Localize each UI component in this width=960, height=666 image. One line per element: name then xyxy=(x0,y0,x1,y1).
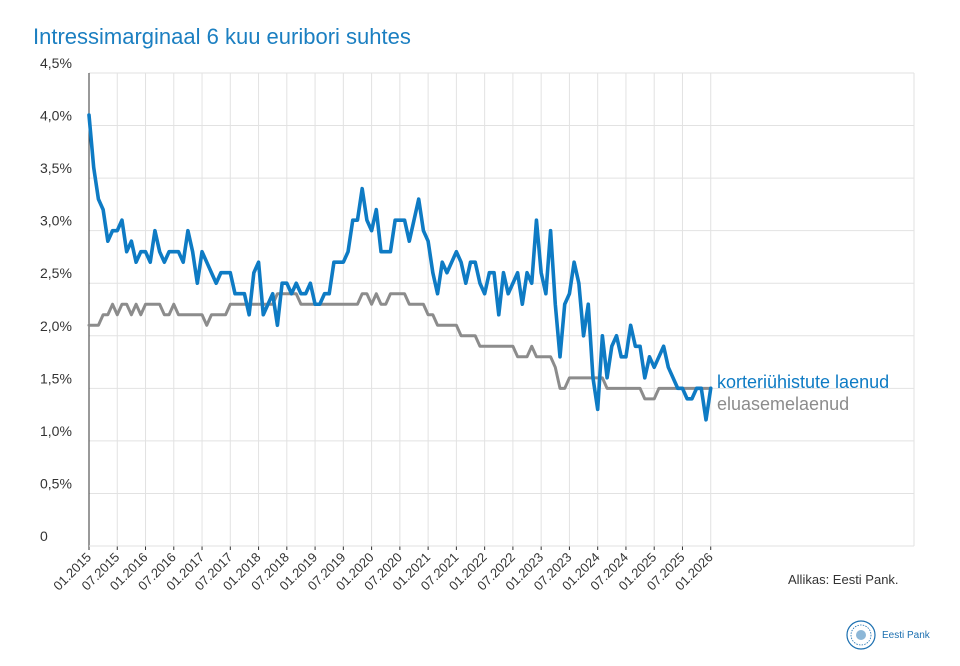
source-note: Allikas: Eesti Pank. xyxy=(788,572,899,587)
logo-text: Eesti Pank xyxy=(882,629,930,641)
gridlines xyxy=(88,72,915,547)
y-tick-label: 3,5% xyxy=(40,160,72,176)
y-tick-label: 2,0% xyxy=(40,318,72,334)
y-tick-label: 1,5% xyxy=(40,370,72,386)
series-line-eluasemelaenud xyxy=(87,292,713,401)
y-tick-label: 1,0% xyxy=(40,423,72,439)
eesti-pank-logo: Eesti Pank xyxy=(846,620,930,650)
y-axis-ticks: 0 0,5% 1,0% 1,5% 2,0% 2,5% 3,0% 3,5% 4,0% 4,5% xyxy=(40,55,72,544)
legend-label-korteriuhistute: korteriühistute laenud xyxy=(717,372,889,392)
chart-title: Intressimarginaal 6 kuu euribori suhtes xyxy=(33,24,411,49)
y-tick-label: 4,5% xyxy=(40,55,72,71)
series-line-korteriuhistute xyxy=(87,113,713,422)
y-tick-label: 2,5% xyxy=(40,265,72,281)
y-tick-label: 0,5% xyxy=(40,475,72,491)
x-axis-ticks: 01.201507.201501.201607.201601.201707.20… xyxy=(50,545,914,593)
series-group xyxy=(87,113,713,422)
bank-seal-icon xyxy=(846,620,876,650)
legend-label-eluasemelaenud: eluasemelaenud xyxy=(717,394,849,414)
y-tick-label: 4,0% xyxy=(40,108,72,124)
y-tick-label: 0 xyxy=(40,528,48,544)
y-tick-label: 3,0% xyxy=(40,213,72,229)
